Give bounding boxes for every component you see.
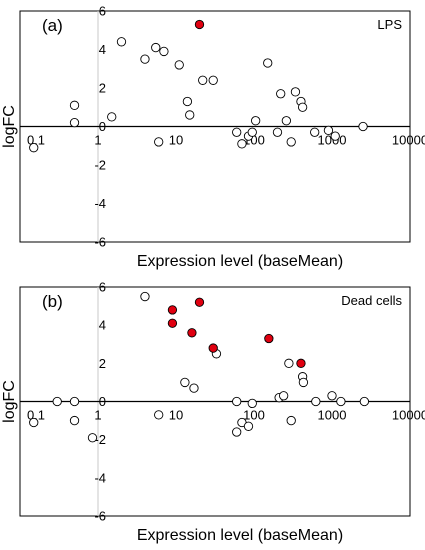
- x-tick-label: 10000: [392, 408, 425, 423]
- data-point: [263, 58, 273, 68]
- panel-label: (b): [42, 292, 63, 311]
- data-point: [297, 102, 308, 112]
- data-point: [232, 127, 242, 137]
- y-tick-label: -2: [94, 158, 106, 173]
- data-point-highlighted: [264, 333, 274, 344]
- data-point: [281, 116, 292, 126]
- data-point: [52, 396, 62, 407]
- data-point: [198, 75, 208, 85]
- y-tick-label: -4: [94, 196, 106, 211]
- data-point-highlighted: [194, 297, 205, 307]
- data-point: [276, 89, 286, 99]
- data-point: [247, 398, 257, 409]
- data-point-highlighted: [296, 358, 306, 368]
- data-point: [116, 37, 127, 47]
- data-point: [107, 112, 117, 122]
- data-point: [359, 396, 370, 407]
- data-point: [358, 121, 368, 132]
- x-axis-label: Expression level (baseMean): [137, 527, 343, 544]
- data-point: [237, 139, 247, 149]
- data-point: [29, 143, 39, 153]
- data-point: [336, 396, 346, 407]
- data-point: [182, 96, 193, 107]
- data-point-highlighted: [187, 328, 197, 338]
- data-point: [69, 118, 80, 128]
- y-axis-label: logFC: [1, 105, 18, 148]
- x-tick-label: 10: [169, 408, 183, 423]
- data-point: [180, 377, 190, 388]
- data-point: [247, 127, 257, 137]
- data-point: [159, 46, 169, 57]
- x-tick-label: 10000: [392, 133, 425, 148]
- data-point: [29, 417, 39, 428]
- data-point: [69, 415, 80, 426]
- condition-label: LPS: [377, 17, 402, 32]
- data-point-highlighted: [194, 19, 205, 30]
- y-tick-label: 6: [99, 4, 106, 19]
- y-tick-label: -4: [94, 470, 106, 485]
- data-point: [310, 127, 320, 137]
- data-point: [327, 391, 337, 401]
- data-point: [185, 110, 195, 120]
- data-point: [279, 391, 289, 401]
- data-point: [330, 131, 340, 141]
- y-tick-label: 0: [99, 119, 106, 134]
- data-point: [298, 377, 309, 388]
- data-point: [232, 427, 242, 437]
- data-point: [208, 75, 218, 85]
- data-point: [272, 127, 283, 137]
- x-tick-label: 100: [243, 408, 265, 423]
- x-tick-label: 1000: [318, 408, 347, 423]
- condition-label: Dead cells: [341, 293, 402, 308]
- y-tick-label: 2: [99, 356, 106, 371]
- y-tick-label: -6: [94, 235, 106, 250]
- data-point-highlighted: [167, 305, 178, 315]
- x-tick-label: 1: [94, 408, 101, 423]
- y-tick-label: 4: [99, 318, 106, 333]
- data-point: [286, 415, 296, 426]
- y-tick-label: 2: [99, 81, 106, 96]
- data-point: [189, 383, 199, 393]
- data-point: [290, 87, 301, 97]
- x-tick-label: 1: [94, 133, 101, 148]
- x-tick-label: 10: [169, 133, 183, 148]
- data-point: [284, 358, 294, 368]
- data-point: [69, 100, 80, 110]
- data-point: [140, 291, 150, 302]
- y-tick-label: 6: [99, 280, 106, 295]
- data-point: [311, 396, 321, 407]
- data-point: [243, 421, 254, 431]
- data-point: [151, 42, 161, 53]
- data-point: [140, 54, 150, 64]
- data-point: [87, 433, 98, 443]
- data-point: [232, 396, 242, 407]
- y-axis-label: logFC: [1, 380, 18, 423]
- y-tick-label: -6: [94, 509, 106, 524]
- data-point: [69, 396, 80, 407]
- data-point-highlighted: [208, 343, 218, 353]
- y-tick-label: 0: [99, 394, 106, 409]
- x-axis-label: Expression level (baseMean): [137, 253, 343, 270]
- data-point-highlighted: [167, 318, 178, 328]
- data-point: [323, 125, 334, 136]
- data-point: [154, 137, 164, 147]
- panel-label: (a): [42, 16, 63, 35]
- y-tick-label: -2: [94, 432, 106, 447]
- data-point: [286, 137, 296, 147]
- data-point: [251, 116, 261, 126]
- data-point: [174, 60, 184, 70]
- data-point: [154, 410, 164, 420]
- y-tick-label: 4: [99, 42, 106, 57]
